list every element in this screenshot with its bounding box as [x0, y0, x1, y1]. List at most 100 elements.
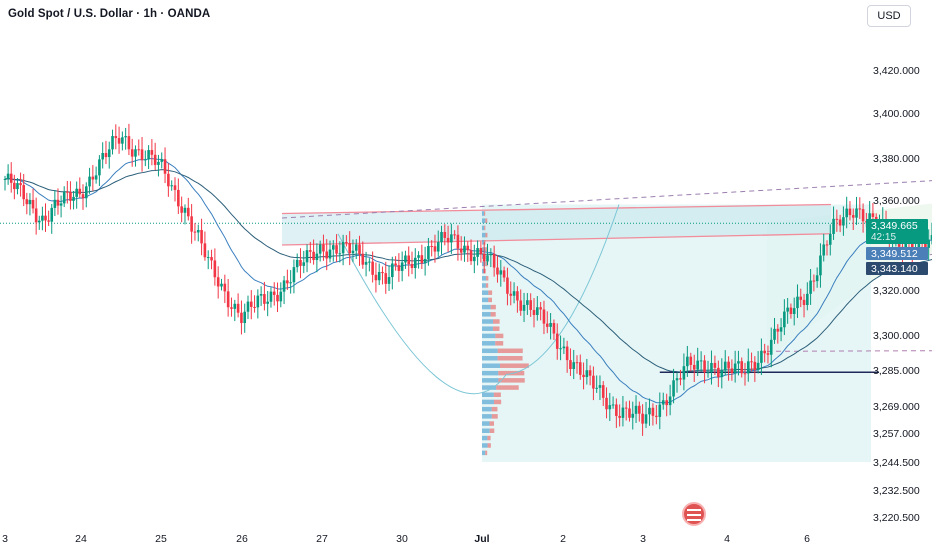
candle-body [512, 291, 516, 296]
candle-body [696, 360, 699, 370]
candle-body [3, 179, 7, 180]
candle-body [835, 218, 839, 220]
volume-profile-bar [488, 297, 492, 303]
candle-body [318, 244, 322, 254]
candle-body [34, 208, 38, 223]
volume-profile-bar [485, 232, 488, 238]
candle-body [469, 250, 473, 262]
volume-profile-bar [487, 435, 491, 441]
volume-profile-bar [482, 392, 494, 397]
price-axis-label: 3,285.000 [873, 365, 920, 377]
price-axis-label: 3,232.500 [873, 485, 920, 497]
candle-body [631, 413, 635, 418]
volume-profile-bar [484, 240, 486, 245]
candle-body [608, 405, 612, 410]
candle-body [532, 309, 536, 315]
candle-body [256, 295, 260, 308]
volume-profile-bar [482, 290, 489, 295]
candle-body [815, 275, 819, 282]
time-axis-label: Jul [474, 533, 489, 545]
candle-body [121, 137, 124, 144]
candle-body [41, 215, 44, 221]
candle-body [328, 249, 332, 259]
candle-body [930, 235, 932, 240]
candle-body [499, 270, 503, 275]
candle-body [658, 404, 662, 417]
candle-body [391, 263, 394, 278]
candle-body [730, 368, 734, 374]
price-axis-label: 3,257.000 [873, 428, 920, 440]
volume-profile-bar [485, 276, 489, 281]
candle-body [361, 253, 365, 265]
candle-body [147, 150, 150, 160]
candle-body [167, 173, 170, 187]
candle-body [84, 186, 88, 199]
candle-body [463, 245, 466, 253]
candle-body [433, 246, 437, 252]
candle-body [740, 361, 744, 374]
candle-body [69, 192, 72, 201]
candle-body [868, 213, 871, 223]
candle-body [206, 257, 210, 259]
candle-body [924, 241, 927, 248]
candle-body [638, 405, 641, 414]
volume-profile-bar [488, 290, 493, 295]
candle-body [193, 231, 197, 233]
candle-body [6, 173, 10, 179]
candle-body [446, 237, 450, 243]
volume-profile-bar [482, 312, 491, 317]
volume-profile-bar [482, 356, 498, 361]
candle-body [476, 248, 479, 257]
price-axis-label: 3,320.000 [873, 285, 920, 297]
candle-body [473, 256, 476, 262]
candle-body [717, 367, 720, 378]
volume-profile-bar [484, 225, 486, 231]
currency-selector-button[interactable]: USD [867, 5, 911, 27]
us-flag-event-icon[interactable] [682, 502, 706, 526]
current-price-value: 3,349.665 [871, 219, 918, 232]
volume-profile-bar [482, 348, 498, 354]
candle-body [492, 253, 496, 268]
candle-body [699, 360, 703, 362]
candle-body [456, 234, 460, 249]
candle-body [769, 339, 773, 355]
candle-body [358, 244, 361, 254]
candle-body [203, 243, 207, 258]
candle-body [858, 208, 862, 210]
candle-body [750, 361, 753, 363]
volume-profile-bar [498, 378, 525, 383]
candle-body [529, 300, 532, 310]
candle-body [312, 251, 315, 261]
candle-body [624, 407, 628, 409]
candle-body [404, 255, 407, 263]
candle-body [832, 218, 835, 234]
candle-body [443, 231, 447, 238]
candle-body [13, 182, 16, 190]
candle-body [703, 360, 706, 373]
candle-body [397, 265, 401, 271]
candle-body [160, 159, 164, 162]
chart-title: Gold Spot / U.S. Dollar · 1h · OANDA [8, 8, 211, 20]
candle-body [410, 264, 414, 268]
time-axis-label: 27 [316, 533, 328, 545]
candle-body [509, 293, 513, 296]
flag-bottom-line [281, 233, 832, 246]
candle-body [279, 291, 283, 302]
candle-body [230, 307, 233, 309]
volume-profile-bar [495, 333, 504, 339]
candle-body [569, 360, 572, 369]
volume-profile-bar [482, 268, 485, 274]
candle-body [114, 136, 118, 139]
candle-body [776, 328, 780, 332]
candle-body [842, 217, 845, 226]
candle-body [789, 307, 793, 314]
candle-body [592, 375, 595, 389]
time-axis-label: 24 [75, 533, 87, 545]
volume-profile-bar [490, 304, 496, 310]
candle-body [713, 362, 717, 368]
volume-profile-bar [482, 363, 501, 368]
candle-body [387, 277, 391, 284]
candle-body [601, 385, 605, 398]
candle-body [269, 291, 273, 302]
